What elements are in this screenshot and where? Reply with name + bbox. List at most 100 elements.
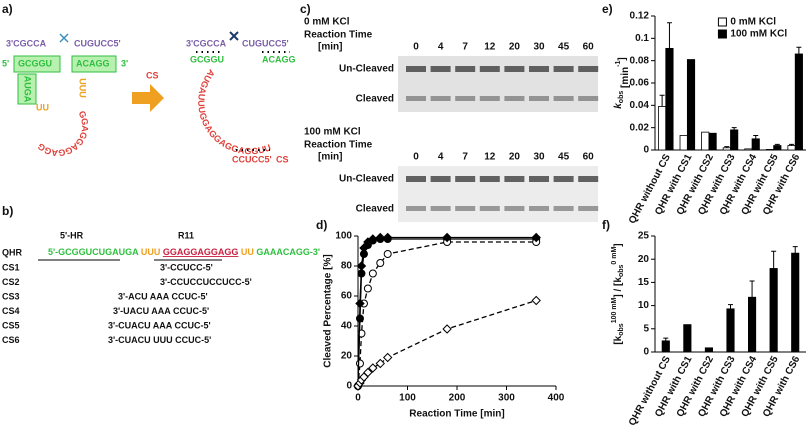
fit-line bbox=[357, 299, 537, 387]
cs-seq: 3'-CUACU UUU CCUC-5' bbox=[108, 335, 211, 345]
bar bbox=[661, 340, 670, 353]
error-bar bbox=[728, 304, 733, 309]
scissors bbox=[59, 33, 69, 43]
point bbox=[442, 232, 452, 243]
band bbox=[406, 206, 426, 211]
lane-label: 12 bbox=[484, 42, 496, 53]
error-bar bbox=[724, 146, 730, 148]
legend-swatch bbox=[717, 29, 727, 39]
band-label: Cleaved bbox=[356, 204, 394, 215]
strand: CUGUCC5' bbox=[242, 38, 289, 48]
stem: ACAGG bbox=[76, 58, 110, 68]
error-bar bbox=[753, 134, 759, 139]
seq-part: UUU bbox=[138, 247, 163, 257]
band-label: Cleaved bbox=[356, 94, 394, 105]
point bbox=[355, 298, 365, 309]
point bbox=[375, 232, 385, 243]
bulge: AUGA bbox=[23, 76, 33, 103]
row-name: CS2 bbox=[2, 277, 20, 287]
cs-label: CS bbox=[276, 154, 289, 164]
bar bbox=[791, 252, 800, 353]
y-tick-label: 25 bbox=[638, 231, 650, 242]
error-bar bbox=[749, 280, 755, 298]
fit-line bbox=[357, 241, 537, 387]
gel bbox=[398, 166, 598, 222]
band bbox=[553, 66, 574, 72]
row-name: CS1 bbox=[2, 262, 20, 272]
point bbox=[363, 367, 373, 378]
bar bbox=[665, 47, 674, 151]
y-tick-label: 60 bbox=[341, 291, 353, 302]
bar bbox=[744, 148, 753, 151]
label-part: obs bbox=[618, 264, 625, 277]
point bbox=[368, 363, 378, 373]
seq-part: GGAGGAGGAGG bbox=[163, 247, 239, 257]
x-tick-label: 400 bbox=[548, 393, 565, 404]
bar bbox=[748, 296, 757, 353]
loop: GGAGGAGGAGG bbox=[36, 109, 90, 157]
label-part: ] bbox=[617, 57, 628, 60]
band bbox=[406, 66, 426, 72]
strand: 3'CGCCA bbox=[6, 38, 47, 48]
y-tick-label: 20 bbox=[341, 351, 353, 362]
cs-seq: 3'-ACU AAA CCUC-5' bbox=[118, 291, 208, 301]
band bbox=[578, 176, 599, 182]
band bbox=[529, 176, 549, 182]
cs-seq: 3'-CCUCCUCCUCC-5' bbox=[160, 277, 252, 287]
panel-a: a) 3'CGCCA CUGUCC5' 5' GCGGU ACAGG 3' AU… bbox=[2, 2, 296, 164]
y-tick-label: 0.12 bbox=[630, 11, 650, 22]
bar bbox=[794, 53, 803, 151]
label-part: ] / [k bbox=[613, 277, 624, 298]
band bbox=[504, 176, 525, 182]
band bbox=[578, 66, 599, 72]
row-name: CS5 bbox=[2, 320, 20, 330]
band bbox=[479, 176, 500, 182]
bar bbox=[751, 138, 760, 151]
error-bar bbox=[792, 246, 798, 254]
panel-label: e) bbox=[602, 2, 613, 16]
loop-seq: GGAGGAGGAGG bbox=[36, 109, 90, 157]
point bbox=[368, 269, 377, 278]
bar bbox=[683, 324, 692, 353]
seq-part: 5'-GCGGUCUGAUGA bbox=[48, 247, 139, 257]
loop-seq: AUGAUUUGGAGGAGGAGGUU bbox=[196, 67, 273, 156]
point bbox=[442, 324, 452, 334]
y-tick-label: 0.04 bbox=[630, 100, 650, 111]
error-bar bbox=[666, 22, 672, 49]
y-tick-label: 20 bbox=[638, 254, 650, 265]
y-tick-label: 0 bbox=[346, 381, 352, 392]
stem-box bbox=[71, 55, 117, 73]
error-bar bbox=[731, 127, 737, 130]
panel-label: c) bbox=[300, 2, 311, 16]
blocked-scissors bbox=[229, 31, 239, 41]
linker: UU bbox=[36, 102, 49, 112]
label-part: -1 bbox=[615, 61, 622, 67]
point bbox=[363, 284, 372, 293]
seq-part: GAAACAGG-3' bbox=[256, 247, 320, 257]
lane-label: 60 bbox=[583, 152, 595, 163]
label-part: ] bbox=[613, 243, 624, 246]
point bbox=[356, 261, 367, 271]
point bbox=[355, 359, 364, 368]
band bbox=[504, 96, 525, 101]
y-axis-label: kobs [min-1] bbox=[613, 57, 631, 108]
x-tick-label: 100 bbox=[399, 393, 416, 404]
band bbox=[455, 96, 476, 101]
label-part: [k bbox=[613, 335, 624, 344]
band bbox=[553, 206, 574, 211]
y-tick-label: 10 bbox=[638, 300, 650, 311]
x-axis-label: Reaction Time [min] bbox=[409, 409, 504, 420]
y-tick-label: 0.02 bbox=[630, 122, 650, 133]
band bbox=[479, 96, 500, 101]
point bbox=[382, 232, 393, 243]
band bbox=[479, 66, 500, 72]
qhr-seq: 5'-GCGGUCUGAUGA UUU GGAGGAGGAGG UU GAAAC… bbox=[38, 247, 328, 257]
y-tick-label: 0 bbox=[643, 347, 649, 358]
y-tick-label: 15 bbox=[638, 277, 650, 288]
fit-line bbox=[357, 238, 537, 387]
bar bbox=[769, 268, 778, 353]
point bbox=[383, 250, 392, 258]
point bbox=[375, 358, 385, 369]
